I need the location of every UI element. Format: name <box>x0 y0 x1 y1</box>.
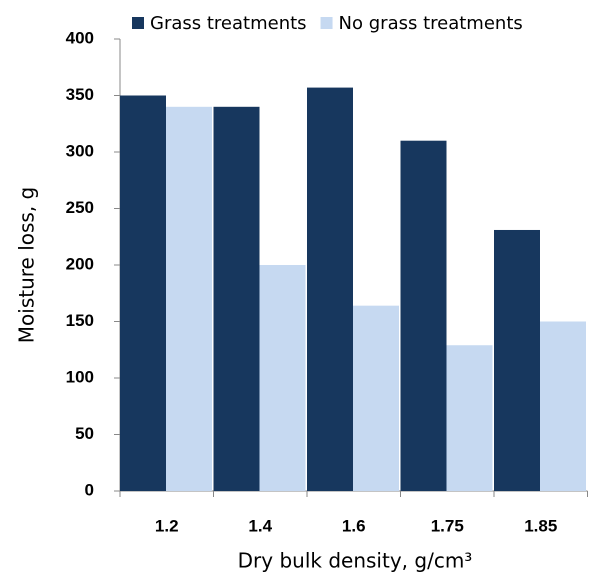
x-tick-label: 1.2 <box>155 516 179 535</box>
bar <box>166 106 212 492</box>
bar <box>259 265 306 491</box>
y-tick-label: 400 <box>66 28 94 47</box>
bar <box>120 95 166 491</box>
y-tick-label: 250 <box>66 198 94 217</box>
y-tick-label: 200 <box>66 254 94 273</box>
x-tick-label: 1.85 <box>524 516 557 535</box>
bar <box>353 305 399 491</box>
legend-label: Grass treatments <box>150 13 307 34</box>
legend-swatch <box>320 17 333 29</box>
x-axis-label: Dry bulk density, g/cm³ <box>238 549 473 573</box>
bar <box>494 229 540 491</box>
legend-label: No grass treatments <box>339 13 523 34</box>
x-tick-label: 1.6 <box>342 516 366 535</box>
x-tick-label: 1.75 <box>431 516 464 535</box>
bar <box>213 106 260 492</box>
y-tick-label: 100 <box>66 367 94 386</box>
x-tick-label: 1.4 <box>248 516 272 535</box>
legend-swatch <box>132 17 144 29</box>
y-tick-label: 350 <box>66 85 94 104</box>
bar <box>307 87 353 491</box>
y-tick-label: 300 <box>66 141 94 160</box>
bar <box>540 321 586 491</box>
y-axis-label: Moisture loss, g <box>15 187 39 343</box>
y-tick-label: 150 <box>66 311 94 330</box>
bar <box>400 140 447 491</box>
bar <box>446 345 493 491</box>
y-tick-label: 50 <box>75 424 94 443</box>
y-tick-label: 0 <box>85 480 94 499</box>
